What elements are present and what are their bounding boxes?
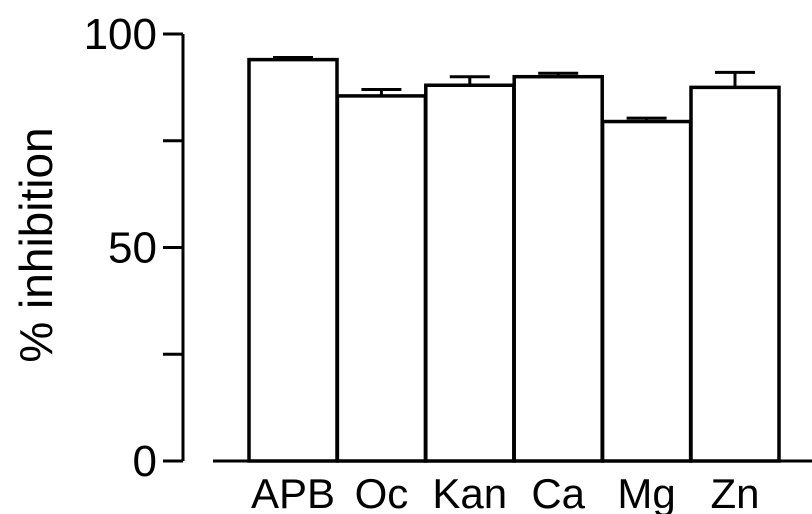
error-bars — [273, 55, 755, 122]
y-tick-label: 0 — [133, 437, 157, 486]
y-axis: 0 50 100 — [84, 10, 185, 486]
bar-zn — [689, 85, 781, 463]
x-tick-label-kan: Kan — [432, 470, 507, 514]
bar-oc — [335, 94, 428, 463]
x-tick-label-apb: APB — [251, 470, 335, 514]
y-tick-label: 100 — [84, 10, 157, 59]
bar-mg — [600, 119, 693, 463]
x-tick-label-zn: Zn — [710, 470, 759, 514]
bar-apb — [247, 57, 339, 463]
x-tick-labels: APB Oc Kan Ca Mg Zn — [251, 470, 760, 514]
bar-kan — [424, 83, 516, 463]
bar-ca — [512, 74, 604, 463]
x-tick-label-ca: Ca — [531, 470, 585, 514]
bars — [247, 57, 781, 463]
x-tick-label-mg: Mg — [617, 470, 675, 514]
x-tick-label-oc: Oc — [355, 470, 409, 514]
y-tick-label: 50 — [108, 224, 157, 273]
y-axis-title-group: % inhibition — [10, 127, 62, 362]
y-axis-title: % inhibition — [10, 127, 62, 362]
